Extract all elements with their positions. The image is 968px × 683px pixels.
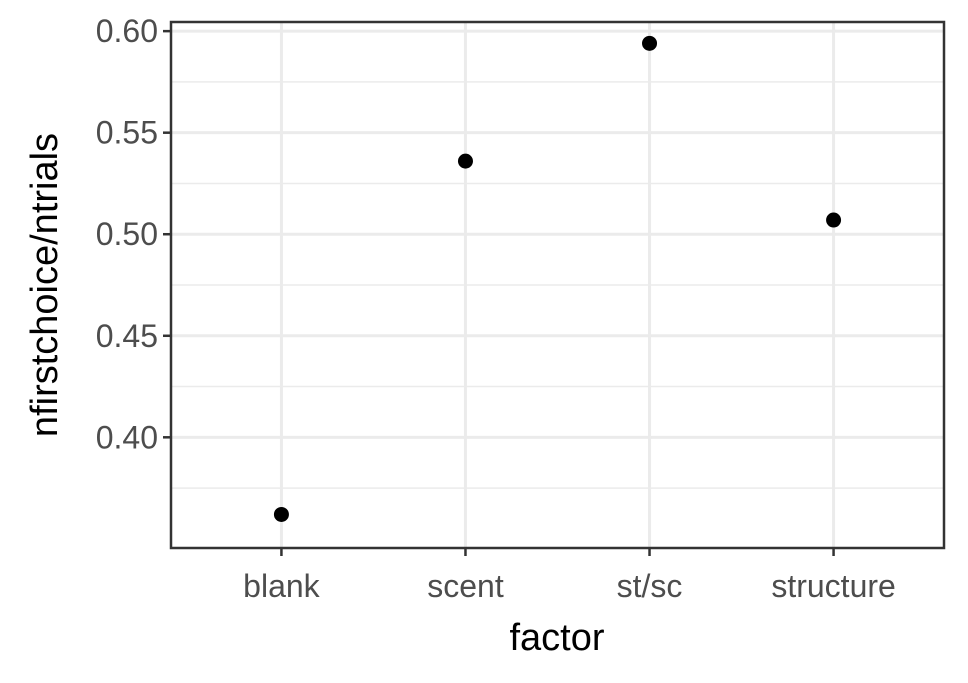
data-point-blank: [273, 506, 289, 522]
y-tick-label: 0.50: [96, 216, 158, 252]
y-tick-label: 0.45: [96, 318, 158, 354]
data-point-st-sc: [642, 35, 658, 51]
y-tick-label: 0.40: [96, 419, 158, 455]
data-point-structure: [826, 212, 842, 228]
x-tick-label: blank: [243, 568, 321, 604]
grid-lines: [171, 22, 944, 548]
y-tick-label: 0.55: [96, 115, 158, 151]
data-points: [273, 35, 842, 522]
y-tick-label: 0.60: [96, 13, 158, 49]
x-axis: blank scent st/sc structure: [243, 548, 896, 604]
x-axis-title: factor: [509, 617, 604, 659]
x-tick-label: structure: [771, 568, 895, 604]
y-axis: 0.40 0.45 0.50 0.55 0.60: [96, 13, 171, 455]
x-tick-label: scent: [427, 568, 504, 604]
x-tick-label: st/sc: [617, 568, 683, 604]
panel-border: [169, 20, 946, 550]
y-axis-title: nfirstchoice/ntrials: [24, 133, 66, 437]
data-point-scent: [457, 153, 473, 169]
